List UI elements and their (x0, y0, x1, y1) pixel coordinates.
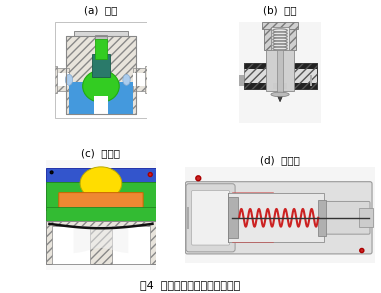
Bar (241, 75, 242, 86)
Bar (243, 69, 271, 84)
Bar (228, 193, 324, 242)
Circle shape (360, 248, 364, 253)
Bar (228, 197, 238, 238)
Bar (55, 22, 147, 118)
Bar (311, 75, 312, 86)
Text: 图4  常用手动开关阀结构原理图: 图4 常用手动开关阀结构原理图 (140, 280, 241, 290)
Ellipse shape (271, 92, 289, 97)
Bar (46, 221, 156, 264)
FancyBboxPatch shape (313, 202, 370, 234)
Bar (69, 82, 133, 114)
Bar (52, 226, 90, 264)
Bar (94, 39, 107, 59)
Ellipse shape (123, 74, 130, 85)
Bar (66, 36, 136, 114)
FancyBboxPatch shape (59, 193, 143, 210)
Bar (262, 22, 298, 29)
Bar (187, 207, 188, 229)
Bar (264, 27, 296, 50)
Polygon shape (277, 95, 283, 102)
Title: (d)  膜片阀: (d) 膜片阀 (260, 155, 300, 165)
Bar (133, 72, 147, 86)
Title: (c)  隔膜阀: (c) 隔膜阀 (82, 148, 120, 158)
Bar (46, 207, 156, 224)
Bar (46, 182, 156, 209)
Bar (133, 68, 147, 91)
Bar (53, 66, 57, 93)
Bar (66, 36, 136, 114)
Bar (271, 27, 289, 52)
Bar (318, 200, 327, 236)
Circle shape (66, 222, 70, 227)
Bar (243, 63, 317, 89)
Ellipse shape (80, 167, 122, 200)
Bar (243, 63, 317, 89)
Bar (359, 208, 373, 227)
Circle shape (50, 171, 53, 174)
Bar (55, 68, 69, 91)
FancyBboxPatch shape (192, 190, 230, 245)
Title: (a)  球阀: (a) 球阀 (84, 6, 118, 16)
Bar (94, 35, 107, 42)
Circle shape (131, 222, 136, 227)
FancyBboxPatch shape (185, 182, 372, 254)
Bar (243, 75, 244, 86)
FancyBboxPatch shape (186, 184, 235, 252)
Bar (240, 75, 241, 86)
Bar (145, 66, 149, 93)
Bar (188, 207, 189, 229)
Bar (289, 69, 317, 84)
Circle shape (148, 173, 152, 176)
Title: (b)  针阀: (b) 针阀 (263, 6, 297, 16)
Bar (74, 30, 128, 36)
Bar (239, 75, 240, 86)
Ellipse shape (65, 74, 73, 85)
Bar (266, 50, 294, 91)
Bar (46, 221, 156, 264)
Bar (92, 54, 110, 77)
Polygon shape (273, 84, 287, 89)
Bar (55, 72, 69, 86)
Bar (242, 75, 243, 86)
Bar (46, 168, 156, 184)
Ellipse shape (83, 70, 119, 102)
Bar (94, 96, 108, 115)
Bar (312, 75, 313, 86)
Bar (277, 50, 283, 95)
Bar (112, 226, 150, 264)
Circle shape (196, 176, 201, 181)
